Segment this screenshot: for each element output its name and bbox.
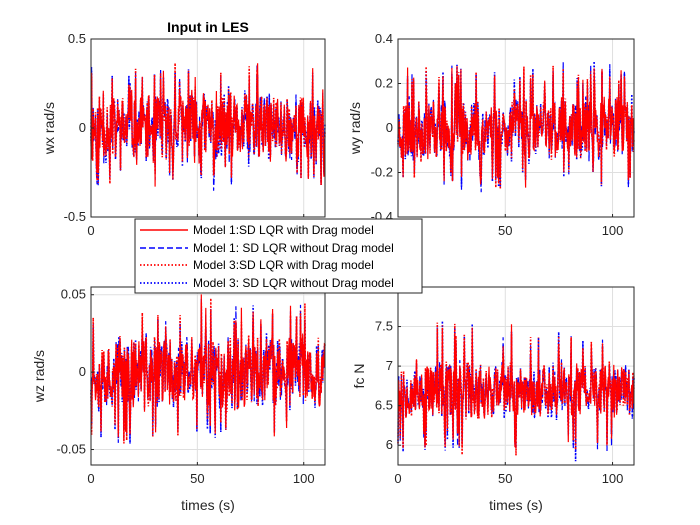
legend: Model 1:SD LQR with Drag model Model 1: …	[134, 218, 423, 294]
y-tick-label: 0	[386, 120, 393, 135]
y-tick-label: 7	[386, 358, 393, 373]
x-tick-label: 0	[394, 471, 401, 486]
legend-item-model3-nodrag: Model 3: SD LQR without Drag model	[193, 276, 394, 290]
series-line-4	[397, 61, 635, 188]
axes-fc-frame	[397, 286, 635, 466]
axes-wz-series	[90, 294, 326, 444]
series-line-1	[90, 63, 326, 187]
series-line-3	[397, 65, 635, 190]
y-axis-label-fc: fc N	[351, 364, 367, 389]
y-tick-label: 6.5	[375, 398, 393, 413]
y-tick-label: 0	[79, 364, 86, 379]
y-tick-label: 6	[386, 437, 393, 452]
y-tick-label: 0.4	[375, 31, 393, 46]
y-axis-label-wy: wy rad/s	[347, 102, 363, 155]
y-tick-label: -0.2	[371, 165, 393, 180]
legend-item-model1-nodrag: Model 1: SD LQR without Drag model	[193, 241, 394, 255]
y-axis-label-wx: wx rad/s	[41, 102, 57, 155]
y-tick-label: 0	[79, 120, 86, 135]
x-tick-label: 0	[87, 471, 94, 486]
axes-wy-series	[397, 61, 635, 193]
x-tick-label: 100	[602, 223, 624, 238]
series-line-3	[90, 62, 326, 185]
x-tick-label: 100	[293, 471, 315, 486]
axes-fc-series	[397, 320, 635, 462]
x-tick-label: 50	[498, 471, 512, 486]
series-line-3	[397, 322, 635, 456]
legend-box	[134, 218, 423, 294]
y-tick-label: 7.5	[375, 319, 393, 334]
y-tick-label: 0.5	[68, 31, 86, 46]
chart-title: Input in LES	[167, 19, 249, 35]
y-tick-label: -0.05	[56, 442, 86, 457]
legend-item-model1-drag: Model 1:SD LQR with Drag model	[193, 223, 374, 237]
y-tick-label: 0.2	[375, 76, 393, 91]
x-axis-label-wz: times (s)	[181, 497, 235, 513]
y-tick-label: 0.05	[61, 287, 86, 302]
x-tick-label: 50	[498, 223, 512, 238]
axes-wx-series	[90, 62, 326, 191]
x-tick-label: 0	[87, 223, 94, 238]
y-tick-label: -0.5	[64, 209, 86, 224]
x-axis-label-fc: times (s)	[489, 497, 543, 513]
x-tick-label: 100	[602, 471, 624, 486]
legend-item-model3-drag: Model 3:SD LQR with Drag model	[193, 258, 374, 272]
y-axis-label-wz: wz rad/s	[31, 350, 47, 403]
x-tick-label: 50	[190, 471, 204, 486]
series-line-3	[90, 298, 326, 444]
